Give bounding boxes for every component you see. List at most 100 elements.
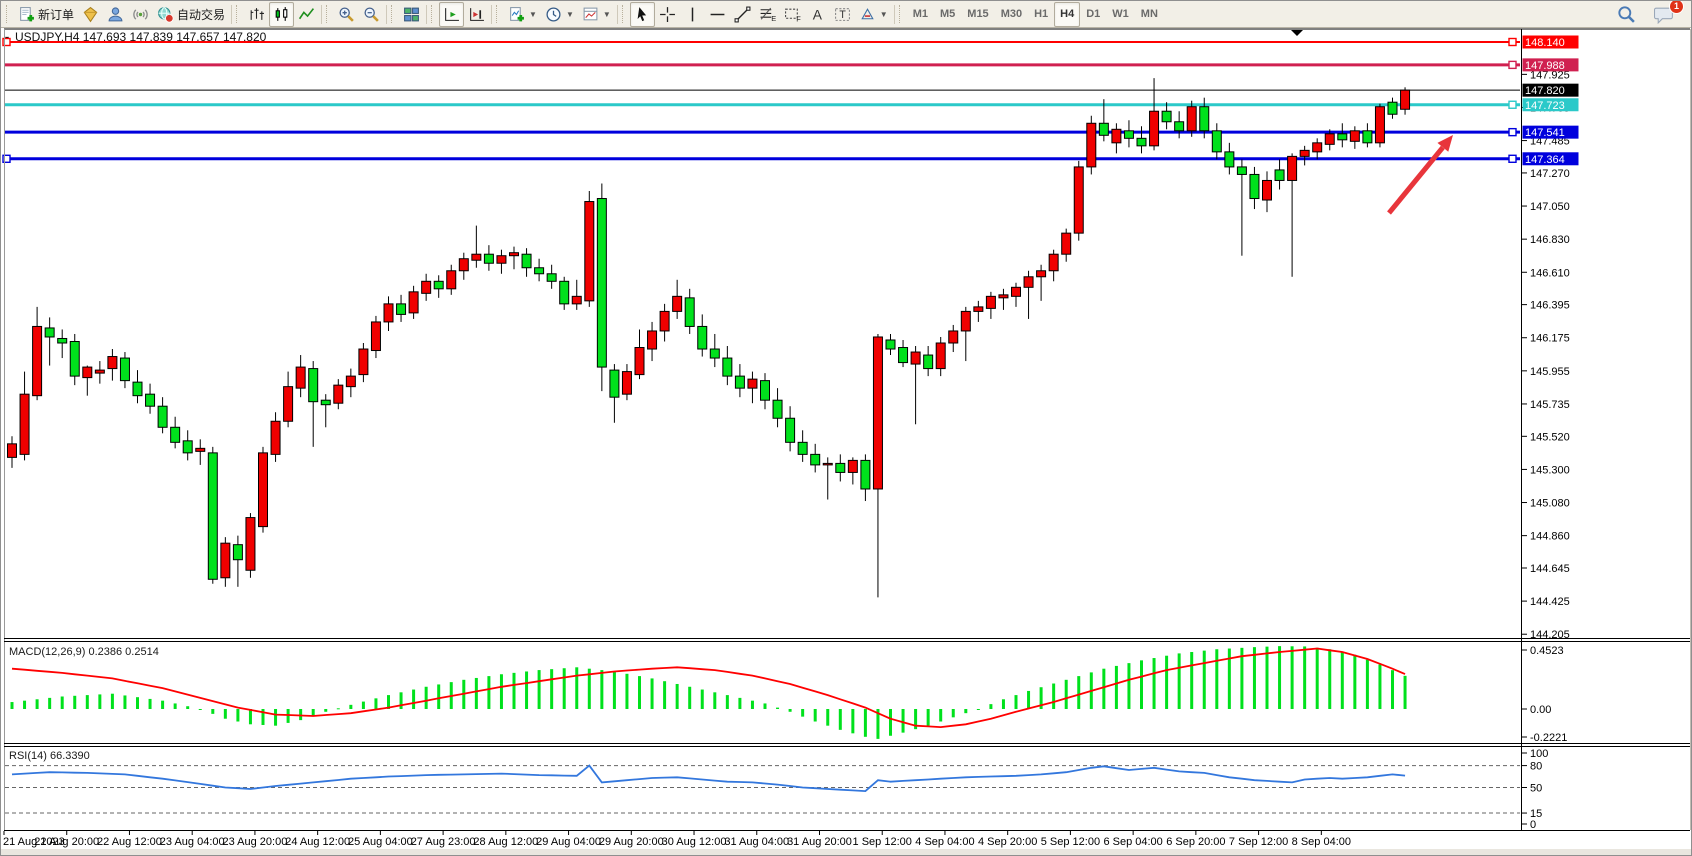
candle-body bbox=[1236, 166, 1247, 175]
main-chart[interactable]: USDJPY,H4 147.693 147.839 147.657 147.82… bbox=[2, 30, 1520, 598]
candle-body bbox=[1337, 133, 1348, 141]
candle-body bbox=[207, 452, 218, 580]
macd-bar bbox=[274, 709, 278, 726]
time-tick-label: 29 Aug 04:00 bbox=[536, 836, 601, 848]
candle-body bbox=[295, 366, 306, 389]
tile-windows-button[interactable] bbox=[399, 2, 424, 27]
time-tick-label: 21 Aug 2023 bbox=[3, 836, 65, 848]
periods-button[interactable]: ▼ bbox=[541, 2, 578, 27]
tf-d1[interactable]: D1 bbox=[1080, 2, 1106, 27]
signals-button[interactable] bbox=[128, 2, 153, 27]
text-button[interactable]: A bbox=[805, 2, 830, 27]
macd-bar bbox=[123, 695, 127, 709]
trendline-button[interactable] bbox=[730, 2, 755, 27]
hline-button[interactable] bbox=[705, 2, 730, 27]
macd-bar bbox=[136, 697, 139, 709]
candle-body bbox=[1249, 173, 1260, 200]
macd-bar bbox=[1340, 652, 1344, 709]
candlestick-button[interactable] bbox=[269, 1, 295, 27]
macd-bar bbox=[324, 709, 328, 712]
tf-mn[interactable]: MN bbox=[1135, 2, 1164, 27]
macd-bar bbox=[23, 700, 27, 709]
macd-bar bbox=[110, 693, 114, 709]
line-handle[interactable] bbox=[1508, 60, 1517, 70]
rsi-line bbox=[11, 764, 1406, 793]
chart-shift-button[interactable] bbox=[464, 2, 489, 27]
notifications-button[interactable]: 1 bbox=[1650, 1, 1684, 27]
auto-scroll-button[interactable] bbox=[439, 1, 465, 27]
candle-body bbox=[973, 306, 984, 312]
candle-body bbox=[1061, 232, 1072, 255]
textT-icon: T bbox=[834, 6, 851, 23]
navigator-button[interactable] bbox=[103, 2, 128, 27]
candle-body bbox=[810, 453, 821, 466]
price-tick-label: 145.735 bbox=[1530, 399, 1570, 411]
time-tick-label: 25 Aug 04:00 bbox=[348, 836, 413, 848]
candle-body bbox=[345, 375, 356, 388]
line-chart-button[interactable] bbox=[294, 2, 319, 27]
candle-body bbox=[747, 378, 758, 389]
line-handle[interactable] bbox=[2, 37, 11, 47]
time-tick-label: 1 Sep 12:00 bbox=[853, 836, 912, 848]
label-button[interactable]: T bbox=[830, 2, 855, 27]
macd-bar bbox=[1328, 649, 1332, 709]
price-tick-label: 144.645 bbox=[1530, 563, 1570, 575]
vline-button[interactable] bbox=[680, 2, 705, 27]
shapes-button[interactable]: ▼ bbox=[855, 2, 892, 27]
time-tick-label: 31 Aug 04:00 bbox=[724, 836, 789, 848]
bar-chart-button[interactable] bbox=[244, 2, 269, 27]
candle-body bbox=[370, 321, 381, 352]
bottom-strip bbox=[1, 849, 1691, 855]
new-order-button[interactable]: 新订单 bbox=[14, 2, 78, 27]
toolbar-grip bbox=[431, 5, 436, 23]
trend-arrow[interactable] bbox=[1387, 135, 1453, 215]
line-handle[interactable] bbox=[2, 154, 11, 163]
tf-h4[interactable]: H4 bbox=[1054, 1, 1081, 27]
indicators-button[interactable]: ▼ bbox=[504, 2, 541, 27]
tf-m5[interactable]: M5 bbox=[934, 2, 961, 27]
tf-w1[interactable]: W1 bbox=[1106, 2, 1135, 27]
toolbar-right: 1 bbox=[1613, 1, 1691, 27]
price-tick-label: 145.520 bbox=[1530, 431, 1570, 443]
metaeditor-button[interactable] bbox=[78, 2, 103, 27]
zoom-in-button[interactable] bbox=[334, 2, 359, 27]
price-axis[interactable]: 147.925147.705147.485147.270147.050146.8… bbox=[1522, 35, 1579, 642]
crosshair-button[interactable] bbox=[655, 2, 680, 27]
autotrading-button[interactable]: 自动交易 bbox=[153, 2, 229, 27]
templates-button[interactable]: ▼ bbox=[578, 2, 615, 27]
fibonacci-button[interactable]: E bbox=[755, 2, 780, 27]
macd-bar bbox=[1303, 646, 1307, 709]
price-tick-label: 146.830 bbox=[1530, 234, 1570, 246]
macd-bar bbox=[1403, 675, 1407, 709]
macd-bar bbox=[1165, 655, 1169, 709]
macd-bar bbox=[738, 697, 742, 709]
line-handle[interactable] bbox=[1508, 37, 1517, 47]
candle-body bbox=[270, 420, 281, 455]
macd-bar bbox=[838, 709, 842, 730]
macd-bar bbox=[198, 709, 202, 710]
tf-h1[interactable]: H1 bbox=[1028, 2, 1054, 27]
line-handle[interactable] bbox=[1508, 154, 1517, 163]
tf-m15[interactable]: M15 bbox=[961, 2, 994, 27]
macd-bar bbox=[1227, 648, 1231, 709]
zoom-out-button[interactable] bbox=[359, 2, 384, 27]
line-handle[interactable] bbox=[1508, 100, 1517, 109]
clock-icon bbox=[545, 6, 562, 23]
macd-panel[interactable]: MACD(12,26,9) 0.2386 0.2514 0.4523 0.00 -0.… bbox=[9, 645, 1567, 744]
tf-m30[interactable]: M30 bbox=[995, 2, 1028, 27]
cursor-button[interactable] bbox=[629, 1, 655, 27]
autotrading-button-label: 自动交易 bbox=[177, 7, 226, 22]
price-tick-label: 145.955 bbox=[1530, 366, 1570, 378]
search-button[interactable] bbox=[1613, 2, 1640, 27]
channel-button[interactable]: F bbox=[780, 2, 805, 27]
time-tick-label: 6 Sep 04:00 bbox=[1103, 836, 1162, 848]
candle-body bbox=[797, 441, 808, 455]
macd-bar bbox=[826, 709, 830, 726]
macd-bar bbox=[349, 704, 353, 709]
tf-m1[interactable]: M1 bbox=[907, 2, 934, 27]
line-handle[interactable] bbox=[1508, 127, 1517, 137]
